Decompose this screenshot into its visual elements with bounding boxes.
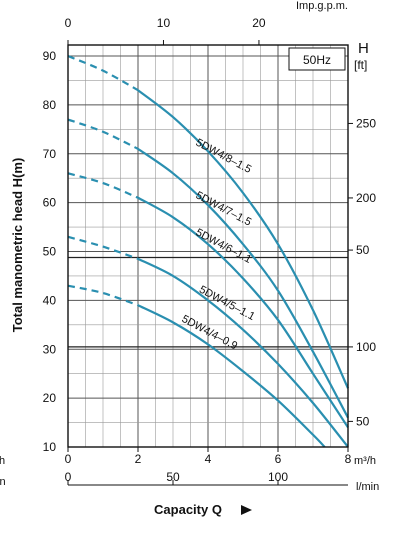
x-tick-label: 4: [205, 452, 212, 466]
ft-tick-label: 200: [356, 191, 376, 205]
series-curve-dashed: [67, 54, 139, 92]
series-curve: [137, 147, 349, 419]
ft-tick-label: 50: [356, 414, 370, 428]
series-label: 5DW4/5–1.1: [197, 284, 257, 323]
y-axis-title: Total manometric head H(m): [10, 158, 25, 333]
y-tick-label: 90: [43, 49, 57, 63]
y-tick-label: 20: [43, 391, 57, 405]
series-curve: [137, 196, 349, 429]
lmin-tick-label: 50: [166, 470, 180, 484]
top-tick-label: 10: [157, 16, 171, 30]
ft-tick-label: 100: [356, 340, 376, 354]
lmin-tick-label: 0: [65, 470, 72, 484]
top-tick-label: 20: [252, 16, 266, 30]
y-tick-label: 40: [43, 293, 57, 307]
x-unit-primary: m³/h: [354, 455, 376, 467]
y-tick-label: 80: [43, 98, 57, 112]
top-axis-unit: Imp.g.p.m.: [296, 0, 348, 12]
frequency-badge: 50Hz: [303, 53, 331, 67]
series-curve: [137, 304, 326, 448]
y-tick-label: 70: [43, 147, 57, 161]
series-curve-dashed: [67, 284, 139, 307]
lmin-tick-label: 100: [268, 470, 288, 484]
cut-text-lower: in: [0, 476, 6, 488]
x-tick-label: 2: [135, 452, 142, 466]
series-curve: [137, 89, 350, 389]
y-tick-label: 30: [43, 342, 57, 356]
grid: [68, 45, 348, 447]
plot-frame: [67, 44, 349, 448]
cut-text-upper: h: [0, 455, 5, 467]
curves: [67, 54, 350, 448]
x-unit-secondary: l/min: [356, 481, 379, 493]
top-tick-label: 0: [65, 16, 72, 30]
right-axis-unit: [ft]: [354, 58, 367, 72]
x-tick-label: 8: [345, 452, 352, 466]
labels: 0 2 4 6 80 10 200 50 100102030405060708090501005…: [43, 16, 376, 485]
right-axis-title: H: [358, 40, 369, 57]
ft-tick-label: 50: [356, 243, 370, 257]
x-tick-label: 0: [65, 452, 72, 466]
series-curve-dashed: [67, 118, 139, 150]
series-curve-dashed: [67, 172, 139, 199]
x-axis-arrow-icon: [241, 505, 252, 515]
y-tick-label: 50: [43, 245, 57, 259]
y-tick-label: 10: [43, 440, 57, 454]
frequency-badge-box: [288, 47, 346, 71]
ft-tick-label: 250: [356, 116, 376, 130]
y-tick-label: 60: [43, 196, 57, 210]
series-curve-dashed: [67, 235, 139, 260]
x-tick-label: 6: [275, 452, 282, 466]
series-curve: [137, 257, 349, 448]
x-axis-title: Capacity Q: [154, 502, 222, 517]
